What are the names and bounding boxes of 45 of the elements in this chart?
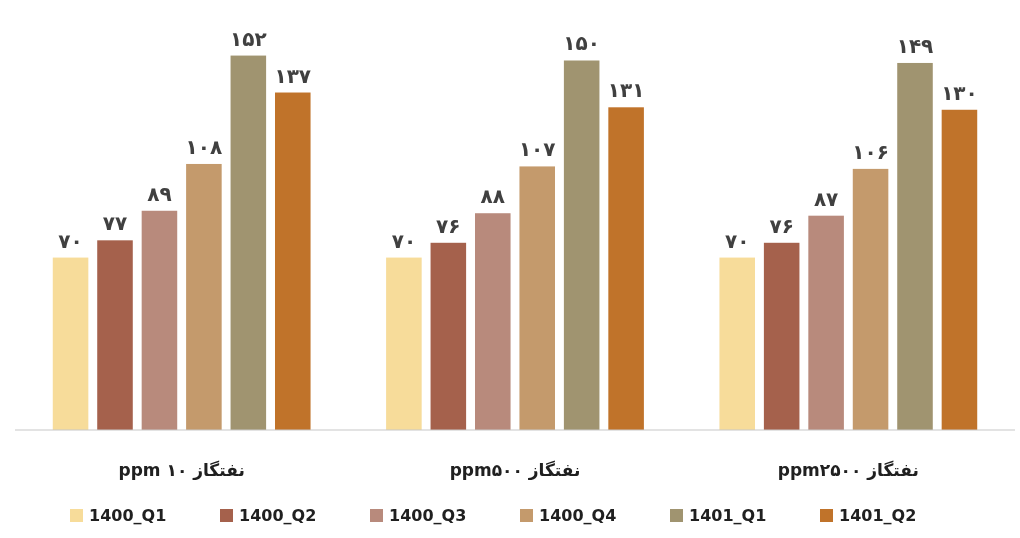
legend-label: 1401_Q1 bbox=[689, 506, 767, 525]
bar bbox=[230, 55, 267, 430]
data-label: ۱۴۹ bbox=[896, 33, 934, 58]
bar bbox=[386, 257, 422, 430]
data-label: ۷۷ bbox=[102, 211, 128, 236]
legend-label: 1400_Q3 bbox=[389, 506, 467, 525]
data-label: ۱۰۷ bbox=[518, 137, 556, 162]
bar bbox=[519, 166, 555, 430]
data-label: ۱۳۷ bbox=[274, 63, 312, 88]
bar bbox=[852, 168, 889, 430]
data-label: ۱۳۱ bbox=[607, 78, 645, 103]
bar bbox=[52, 257, 89, 430]
data-label: ۱۳۰ bbox=[941, 80, 978, 105]
bar bbox=[763, 242, 800, 430]
bar bbox=[719, 257, 755, 430]
data-label: ۱۰۸ bbox=[185, 134, 223, 159]
bar bbox=[808, 215, 844, 430]
bar bbox=[186, 163, 222, 430]
bar bbox=[563, 60, 600, 430]
data-label: ۷۶ bbox=[769, 213, 794, 238]
data-label: ۸۹ bbox=[147, 181, 172, 206]
data-label: ۸۷ bbox=[813, 186, 839, 211]
data-label: ۸۸ bbox=[480, 184, 505, 209]
data-label: ۷۶ bbox=[436, 213, 461, 238]
x-tick-label: نفتگاز ppm۲۵۰۰ bbox=[777, 460, 919, 480]
bar bbox=[97, 240, 133, 430]
x-tick-label: نفتگاز ppm۵۰۰ bbox=[449, 460, 581, 480]
x-tick-label: نفتگاز ۱۰ ppm bbox=[118, 460, 245, 480]
data-label: ۱۵۰ bbox=[563, 31, 600, 56]
bar bbox=[141, 210, 178, 430]
bar bbox=[608, 107, 644, 430]
data-label: ۷۰ bbox=[725, 228, 750, 253]
bar bbox=[275, 92, 311, 430]
bar bbox=[475, 213, 511, 430]
data-label: ۷۰ bbox=[391, 228, 417, 253]
data-label: ۱۰۶ bbox=[852, 139, 889, 164]
legend-label: 1401_Q2 bbox=[839, 506, 917, 525]
data-label: ۷۰ bbox=[58, 228, 83, 253]
legend-label: 1400_Q4 bbox=[539, 506, 617, 525]
bar bbox=[897, 62, 933, 430]
legend-label: 1400_Q2 bbox=[239, 506, 317, 525]
bar bbox=[941, 109, 978, 430]
bar bbox=[430, 242, 467, 430]
data-label: ۱۵۲ bbox=[230, 26, 267, 51]
legend-label: 1400_Q1 bbox=[89, 506, 167, 525]
